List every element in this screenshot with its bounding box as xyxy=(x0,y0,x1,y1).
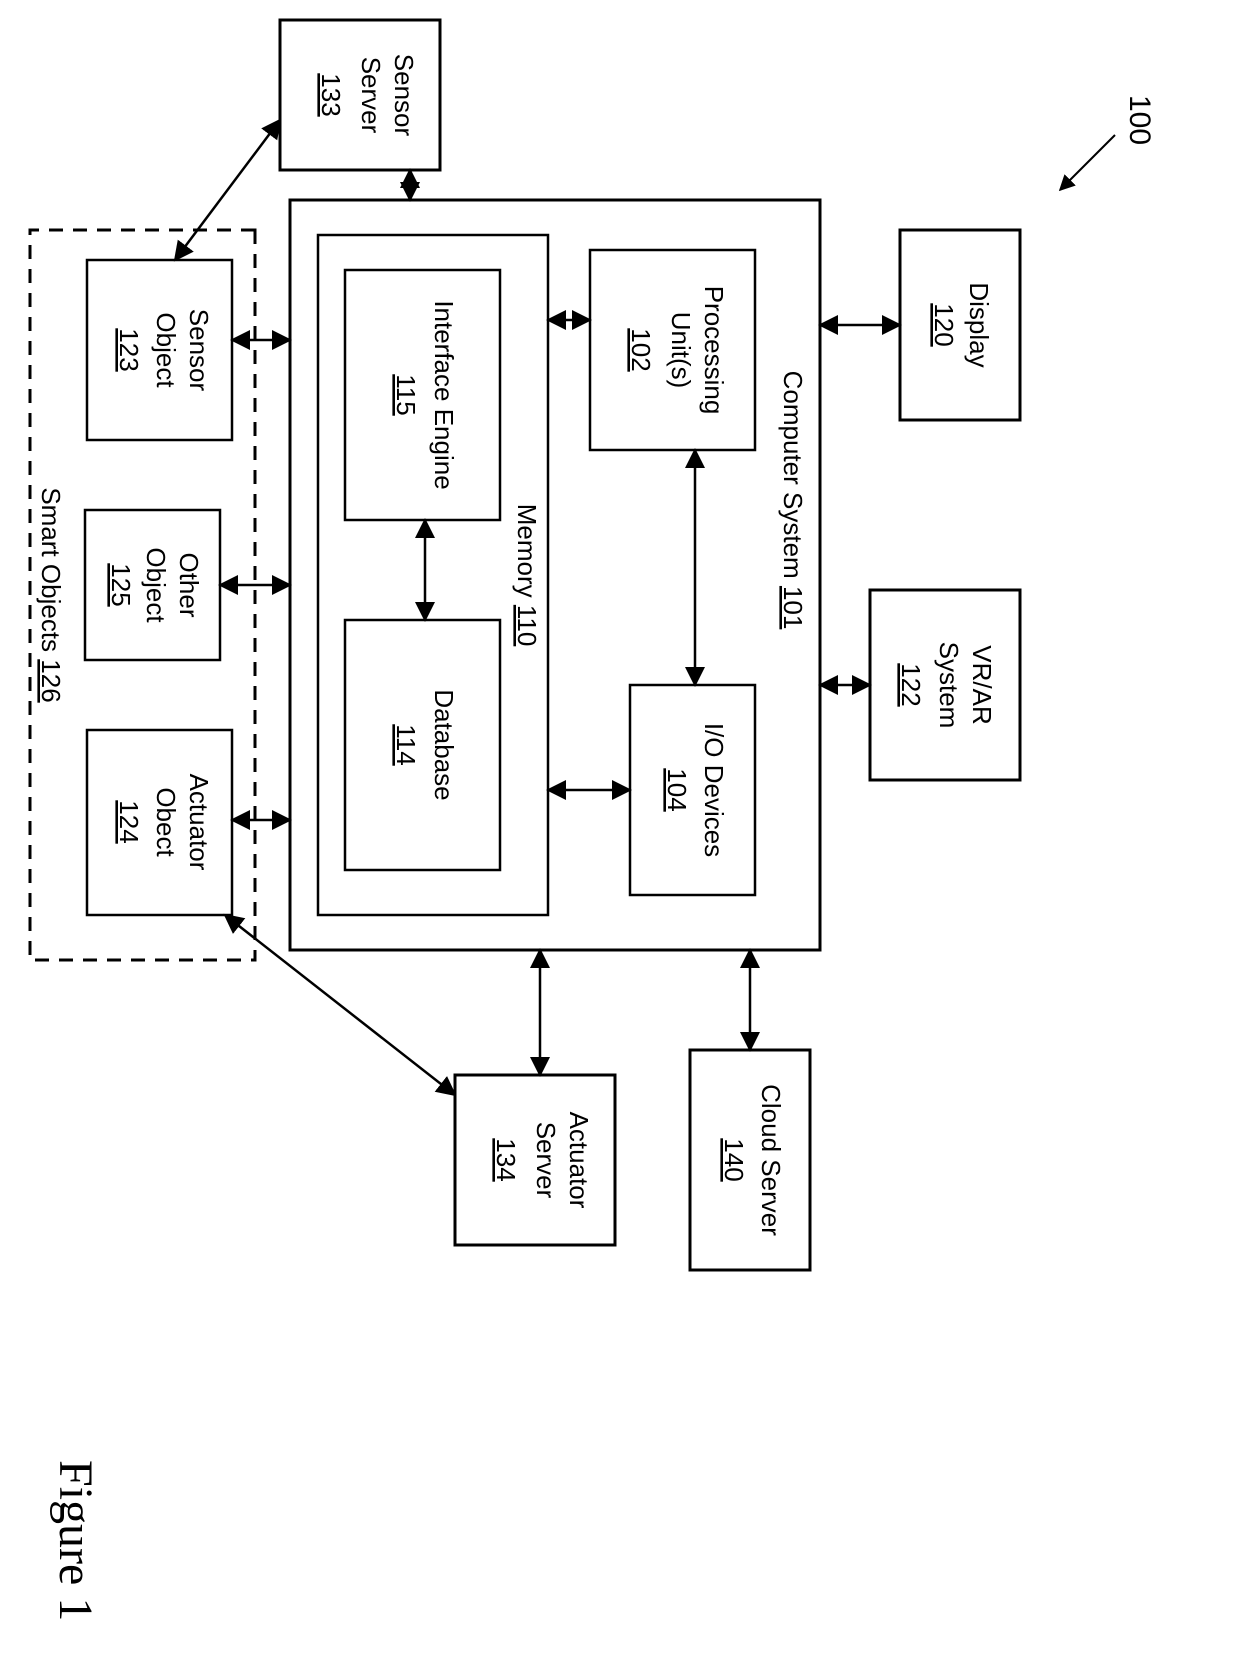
processing-ref: 102 xyxy=(626,328,656,371)
interface-engine-ref: 115 xyxy=(391,374,421,415)
cloud-server-label: Cloud Server xyxy=(756,1084,786,1236)
sensor-object-label-1: Sensor xyxy=(184,309,214,392)
computer-system-label: Computer System 101 xyxy=(778,371,808,630)
edge-sserver-sobj xyxy=(175,120,280,260)
database-label: Database xyxy=(429,689,459,800)
database-ref: 114 xyxy=(391,724,421,765)
sensor-object-label-2: Object xyxy=(151,312,181,388)
vr-ar-ref: 122 xyxy=(896,663,926,706)
actuator-object-label-1: Actuator xyxy=(184,774,214,871)
memory-label: Memory 110 xyxy=(512,504,542,647)
io-devices-label: I/O Devices xyxy=(699,723,729,857)
figure-ref: 100 xyxy=(1123,95,1156,145)
sensor-object-ref: 123 xyxy=(114,328,144,371)
sensor-server-ref: 133 xyxy=(316,73,346,116)
display-label: Display xyxy=(964,282,994,367)
io-devices-ref: 104 xyxy=(662,768,692,811)
other-object-ref: 125 xyxy=(106,563,136,606)
display-box xyxy=(900,230,1020,420)
figure-caption: Figure 1 xyxy=(49,1460,102,1621)
sensor-server-label-2: Server xyxy=(356,57,386,134)
database-box xyxy=(345,620,500,870)
other-object-label-2: Object xyxy=(141,547,171,623)
actuator-object-ref: 124 xyxy=(114,800,144,843)
display-ref: 120 xyxy=(929,303,959,346)
actuator-server-label-1: Actuator xyxy=(564,1112,594,1209)
other-object-label-1: Other xyxy=(174,552,204,617)
processing-label-2: Unit(s) xyxy=(666,312,696,389)
actuator-object-label-2: Obect xyxy=(151,787,181,857)
interface-engine-label: Interface Engine xyxy=(429,300,459,489)
ref-leader xyxy=(1060,135,1115,190)
smart-objects-label: Smart Objects 126 xyxy=(36,487,66,702)
vr-ar-label-1: VR/AR xyxy=(967,645,997,724)
cloud-server-ref: 140 xyxy=(719,1138,749,1181)
vr-ar-label-2: System xyxy=(934,642,964,729)
cloud-server-box xyxy=(690,1050,810,1270)
actuator-server-ref: 134 xyxy=(491,1138,521,1181)
processing-label-1: Processing xyxy=(699,286,729,415)
interface-engine-box xyxy=(345,270,500,520)
actuator-server-label-2: Server xyxy=(531,1122,561,1199)
sensor-server-label-1: Sensor xyxy=(389,54,419,137)
